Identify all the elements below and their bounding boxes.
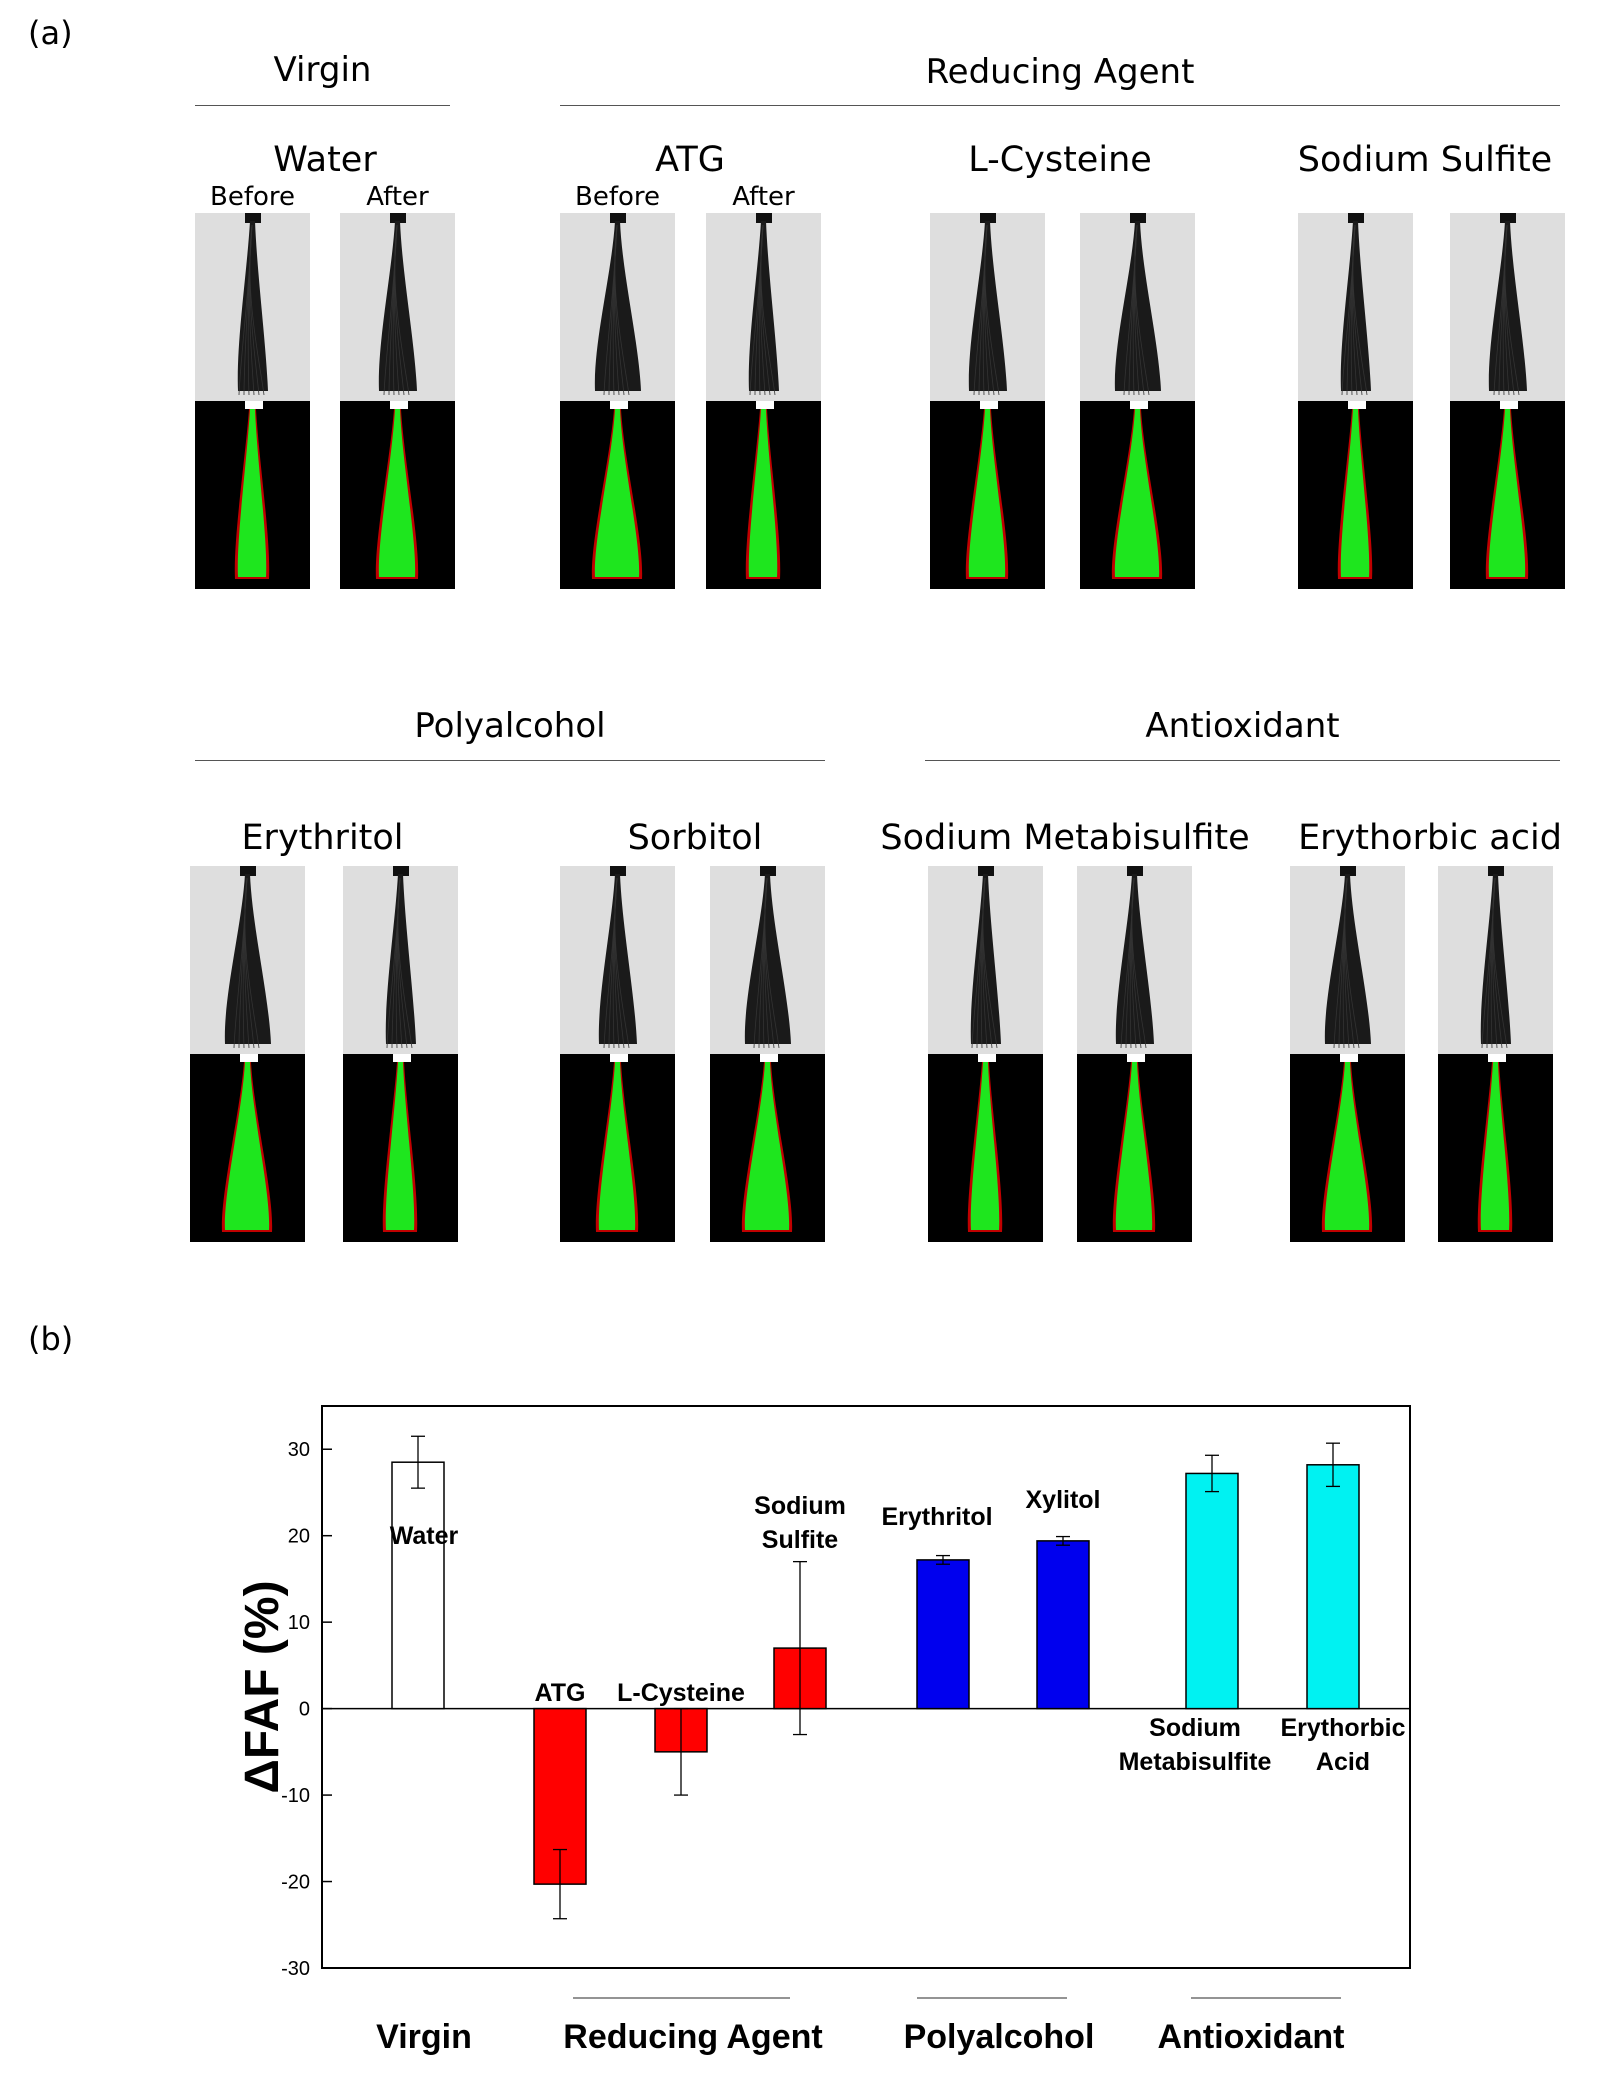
group-label: Polyalcohol — [904, 2018, 1095, 2056]
treatment-erythritol: Erythritol — [241, 818, 404, 858]
panel-b-label: (b) — [28, 1320, 74, 1358]
group-polyalcohol-rule — [195, 760, 825, 761]
treatment-sodium-metabisulfite: Sodium Metabisulfite — [880, 818, 1250, 858]
hair-image-erythritol-before — [190, 866, 305, 1242]
group-label: Antioxidant — [1158, 2018, 1345, 2056]
category-label: Sodium — [754, 1492, 846, 1520]
group-polyalcohol-title: Polyalcohol — [414, 706, 606, 746]
hair-image-water-after — [340, 213, 455, 589]
treatment-sodium-sulfite: Sodium Sulfite — [1297, 140, 1553, 180]
bar-erythorbic-acid — [1306, 1464, 1360, 1710]
hair-image-sodium-sulfite-before — [1298, 213, 1413, 589]
y-tick-label: 0 — [299, 1699, 310, 1721]
group-virgin-rule — [195, 105, 450, 106]
hair-image-erythorbic-acid-before — [1290, 866, 1405, 1242]
y-tick-label: -20 — [281, 1872, 310, 1894]
hair-image-sorbitol-before — [560, 866, 675, 1242]
group-antioxidant-rule — [925, 760, 1560, 761]
atg-after-label: After — [732, 182, 795, 212]
y-tick-label: -10 — [281, 1785, 310, 1807]
bar-erythritol — [916, 1559, 970, 1710]
y-tick-label: 20 — [288, 1526, 310, 1548]
atg-before-label: Before — [574, 182, 660, 212]
group-label: Virgin — [376, 2018, 472, 2056]
category-label: Erythorbic — [1280, 1714, 1405, 1742]
faf-bar-chart: -30 -20 -10 0 10 20 30 ΔFAF (%) Water ATG L-Cystei… — [236, 1405, 1411, 2056]
water-after-label: After — [366, 182, 429, 212]
hair-image-sodium-sulfite-after — [1450, 213, 1565, 589]
bar-water — [391, 1461, 445, 1710]
group-label: Reducing Agent — [563, 2018, 822, 2056]
group-antioxidant-title: Antioxidant — [1145, 706, 1340, 746]
treatment-sorbitol: Sorbitol — [627, 818, 763, 858]
hair-image-atg-before — [560, 213, 675, 589]
group-reducing-title: Reducing Agent — [925, 52, 1195, 92]
hair-image-atg-after — [706, 213, 821, 589]
category-label: ATG — [535, 1679, 586, 1707]
bar-xylitol — [1036, 1540, 1090, 1710]
category-label: Erythritol — [881, 1503, 992, 1531]
hair-image-water-before — [195, 213, 310, 589]
y-tick-label: -30 — [281, 1958, 310, 1980]
y-axis-label: ΔFAF (%) — [236, 1580, 289, 1793]
hair-image-l-cysteine-after — [1080, 213, 1195, 589]
treatment-erythorbic-acid: Erythorbic acid — [1298, 818, 1562, 858]
category-label: Xylitol — [1025, 1486, 1100, 1514]
y-tick-label: 30 — [288, 1439, 310, 1461]
hair-image-sodium-metabisulfite-before — [928, 866, 1043, 1242]
group-virgin-title: Virgin — [273, 50, 372, 90]
water-before-label: Before — [209, 182, 295, 212]
hair-image-sodium-metabisulfite-after — [1077, 866, 1192, 1242]
hair-image-l-cysteine-before — [930, 213, 1045, 589]
hair-image-sorbitol-after — [710, 866, 825, 1242]
bar-sodium-metabisulfite — [1185, 1472, 1239, 1710]
category-label: L-Cysteine — [617, 1679, 745, 1707]
panel-a-label: (a) — [28, 14, 73, 52]
hair-image-erythritol-after — [343, 866, 458, 1242]
treatment-atg: ATG — [655, 140, 725, 180]
category-label: Sulfite — [762, 1526, 838, 1554]
category-label: Acid — [1316, 1748, 1370, 1776]
category-label: Sodium — [1149, 1714, 1241, 1742]
group-reducing-rule — [560, 105, 1560, 106]
category-label: Water — [390, 1522, 459, 1550]
plot-frame — [321, 1405, 1411, 1969]
hair-image-erythorbic-acid-after — [1438, 866, 1553, 1242]
category-label: Metabisulfite — [1119, 1748, 1272, 1776]
y-tick-label: 10 — [288, 1612, 310, 1634]
treatment-water: Water — [273, 140, 377, 180]
treatment-l-cysteine: L-Cysteine — [968, 140, 1152, 180]
